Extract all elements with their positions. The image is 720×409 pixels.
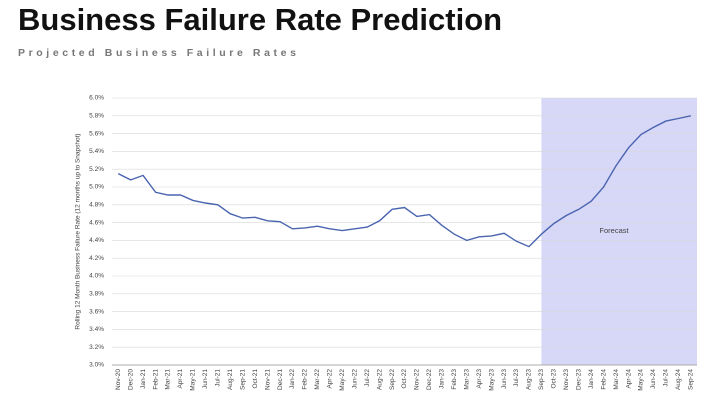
x-tick-label: Sep-24	[687, 369, 694, 390]
y-tick-label: 3.6%	[89, 308, 104, 315]
x-tick-label: Dec-22	[426, 369, 433, 390]
x-tick-label: Nov-20	[115, 369, 122, 390]
x-tick-label: Nov-22	[414, 369, 421, 390]
x-tick-label: Jun-24	[650, 369, 657, 389]
y-tick-label: 3.8%	[89, 291, 104, 298]
x-tick-label: Jun-22	[351, 369, 358, 389]
x-tick-label: Oct-23	[551, 369, 558, 389]
x-tick-label: Dec-20	[127, 369, 134, 390]
y-tick-label: 3.4%	[89, 326, 104, 333]
x-tick-label: Sep-23	[538, 369, 545, 390]
y-tick-label: 5.6%	[89, 130, 104, 137]
x-tick-label: Mar-22	[314, 369, 321, 390]
x-tick-label: Feb-22	[302, 369, 309, 390]
x-tick-label: Apr-22	[327, 369, 334, 389]
y-tick-label: 4.6%	[89, 219, 104, 226]
y-tick-label: 5.8%	[89, 113, 104, 120]
chart-title: Business Failure Rate Prediction	[18, 2, 502, 37]
x-tick-label: Feb-21	[152, 369, 159, 390]
x-tick-label: Aug-24	[675, 369, 682, 390]
y-tick-label: 3.2%	[89, 344, 104, 351]
x-tick-label: Nov-23	[563, 369, 570, 390]
y-tick-label: 5.4%	[89, 148, 104, 155]
x-tick-label: Aug-21	[227, 369, 234, 390]
x-tick-label: Mar-23	[463, 369, 470, 390]
x-tick-label: Jul-22	[364, 369, 371, 387]
x-tick-label: Jul-23	[513, 369, 520, 387]
x-tick-label: May-23	[488, 369, 495, 391]
x-tick-label: Sep-22	[389, 369, 396, 390]
x-tick-label: Oct-21	[252, 369, 259, 389]
y-tick-label: 5.2%	[89, 166, 104, 173]
x-tick-label: Feb-23	[451, 369, 458, 390]
y-tick-label: 3.0%	[89, 362, 104, 369]
y-tick-label: 5.0%	[89, 184, 104, 191]
y-tick-label: 6.0%	[89, 95, 104, 102]
forecast-label: Forecast	[599, 226, 629, 235]
x-tick-label: Mar-21	[165, 369, 172, 390]
x-tick-label: Dec-21	[277, 369, 284, 390]
x-tick-label: Jan-24	[588, 369, 595, 389]
x-tick-label: Nov-21	[264, 369, 271, 390]
x-tick-label: Aug-22	[376, 369, 383, 390]
x-tick-label: Sep-21	[239, 369, 246, 390]
data-line	[117, 115, 691, 248]
x-tick-label: Jan-22	[289, 369, 296, 389]
x-tick-label: May-21	[190, 369, 197, 391]
x-tick-label: Jun-23	[501, 369, 508, 389]
y-axis-label: Rolling 12 Month Business Failure Rate (…	[75, 133, 82, 329]
x-tick-label: Jul-24	[663, 369, 670, 387]
x-tick-label: Apr-21	[177, 369, 184, 389]
forecast-region	[541, 98, 697, 365]
x-tick-label: Jul-21	[215, 369, 222, 387]
x-tick-label: Apr-24	[625, 369, 632, 389]
x-tick-label: Aug-23	[526, 369, 533, 390]
y-tick-label: 4.8%	[89, 202, 104, 209]
x-tick-label: Mar-24	[613, 369, 620, 390]
chart-subtitle: Projected Business Failure Rates	[18, 47, 300, 59]
x-tick-label: Jun-21	[202, 369, 209, 389]
x-tick-label: Dec-23	[575, 369, 582, 390]
y-tick-label: 4.2%	[89, 255, 104, 262]
x-tick-label: Oct-22	[401, 369, 408, 389]
x-tick-label: May-24	[638, 369, 645, 391]
y-tick-label: 4.4%	[89, 237, 104, 244]
x-tick-label: Apr-23	[476, 369, 483, 389]
y-tick-label: 4.0%	[89, 273, 104, 280]
x-tick-label: Jan-23	[439, 369, 446, 389]
x-tick-label: May-22	[339, 369, 346, 391]
x-tick-label: Feb-24	[600, 369, 607, 390]
x-tick-label: Jan-21	[140, 369, 147, 389]
